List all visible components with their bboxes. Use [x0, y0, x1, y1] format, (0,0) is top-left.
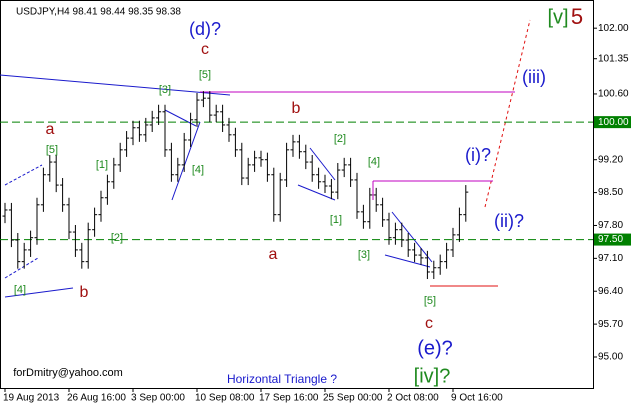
y-tick-label: 99.20: [598, 154, 623, 165]
y-tick-label: 102.00: [598, 23, 629, 34]
wave-label: a: [46, 121, 55, 138]
y-tick-label: 98.50: [598, 187, 623, 198]
wave-label: [4]: [14, 284, 26, 296]
wave-label: a: [269, 246, 278, 263]
y-tick-label: 97.80: [598, 220, 623, 231]
wave-label: [2]: [334, 133, 346, 145]
wave-line: [384, 254, 431, 268]
wave-line: [171, 121, 201, 201]
x-tick-label: 26 Aug 16:00: [67, 393, 126, 404]
y-tick-label: 101.35: [598, 53, 629, 64]
wave-label: (ii)?: [494, 211, 524, 231]
level-box: [594, 116, 631, 129]
y-tick-label: 96.40: [598, 286, 623, 297]
wave-line: [4, 164, 43, 186]
wave-label: c: [425, 315, 433, 332]
x-tick-label: 3 Sep 00:00: [131, 393, 185, 404]
x-tick-label: 25 Sep 00:00: [323, 393, 383, 404]
wave-label: [3]: [358, 249, 370, 261]
wave-label: (iii): [522, 67, 546, 87]
wave-label: [2]: [111, 232, 123, 244]
wave-label: [5]: [424, 295, 436, 307]
level-label: 100.00: [598, 117, 629, 128]
wave-label: b: [292, 100, 301, 117]
wave-label: c: [201, 41, 209, 58]
x-tick-label: 19 Aug 2013: [3, 393, 60, 404]
y-tick-label: 97.10: [598, 253, 623, 264]
chart-title: USDJPY,H4 98.41 98.44 98.35 98.38: [16, 7, 181, 18]
x-tick-label: 10 Sep 08:00: [195, 393, 255, 404]
triangle-top-line: [0, 74, 231, 96]
x-tick-label: 17 Sep 16:00: [259, 393, 319, 404]
wave-label: [1]: [96, 159, 108, 171]
x-tick-label: 9 Oct 16:00: [451, 393, 503, 404]
wave-line: [297, 184, 336, 201]
wave-label: forDmitry@yahoo.com: [13, 367, 123, 379]
y-tick-label: 95.00: [598, 352, 623, 363]
projection-line: [484, 19, 531, 208]
wave-label: (e)?: [417, 337, 453, 359]
wave-label: (i)?: [465, 145, 491, 165]
wave-line: [4, 257, 39, 279]
wave-label: [1]: [330, 214, 342, 226]
wave-label: [3]: [159, 84, 171, 96]
x-tick-label: 2 Oct 08:00: [387, 393, 439, 404]
wave-label: [v]: [547, 6, 568, 28]
wave-label: [5]: [46, 144, 58, 156]
triangle-bottom-line: [4, 287, 74, 298]
wave-label: Horizontal Triangle ?: [227, 372, 337, 386]
wave-label: 5: [571, 4, 583, 29]
level-box: [594, 233, 631, 246]
wave-label: (d)?: [189, 19, 221, 39]
wave-label: [5]: [199, 69, 211, 81]
wave-label: [iv]?: [414, 365, 451, 387]
level-label: 97.50: [598, 234, 623, 245]
wave-lines: [0, 19, 531, 298]
wave-line: [391, 211, 433, 263]
y-tick-label: 100.60: [598, 89, 629, 100]
wave-line: [309, 147, 336, 181]
plot-frame: [0, 0, 594, 389]
wave-label: [4]: [192, 164, 204, 176]
y-tick-label: 95.70: [598, 319, 623, 330]
wave-label: [4]: [368, 156, 380, 168]
wave-label: b: [80, 284, 89, 301]
